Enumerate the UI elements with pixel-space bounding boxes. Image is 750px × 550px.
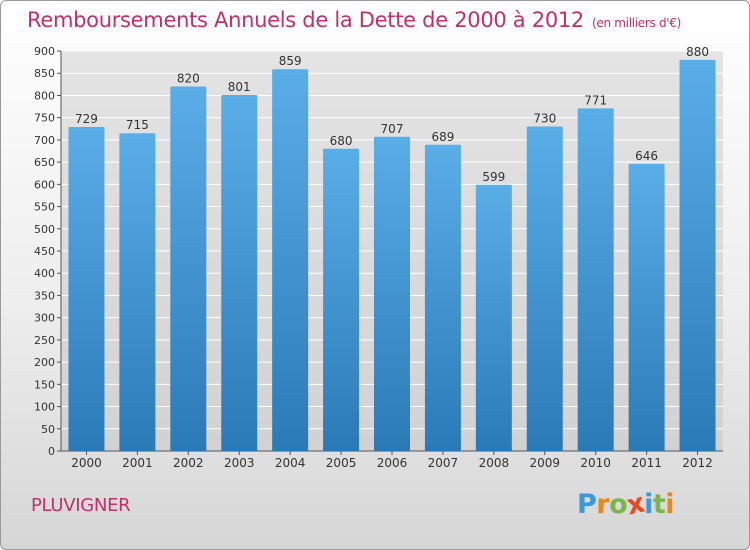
bar: [68, 127, 105, 451]
x-tick-label: 2005: [326, 456, 357, 470]
data-label: 689: [431, 130, 454, 144]
logo-letter: t: [652, 489, 666, 520]
logo-letter: i: [665, 489, 675, 520]
y-tick-label: 750: [34, 112, 55, 125]
y-tick-label: 250: [34, 334, 55, 347]
data-label: 730: [533, 112, 556, 126]
chart-unit-label: (en milliers d'€): [592, 16, 682, 30]
logo-letter: i: [644, 489, 653, 520]
x-tick-label: 2012: [682, 456, 713, 470]
data-label: 715: [126, 118, 149, 132]
city-name: PLUVIGNER: [31, 495, 131, 516]
x-tick-label: 2010: [580, 456, 611, 470]
data-label: 771: [584, 93, 607, 107]
y-tick-label: 800: [34, 89, 55, 102]
plot-area: 0 50 100 150 200 250 300 350 400 450 500 550 600 650 7…: [34, 45, 723, 470]
data-label: 880: [686, 45, 709, 59]
y-tick-label: 450: [34, 245, 55, 258]
y-tick-label: 200: [34, 356, 55, 369]
data-label: 707: [381, 122, 404, 136]
y-tick-label: 350: [34, 289, 55, 302]
bar: [323, 148, 360, 451]
x-tick-label: 2011: [631, 456, 662, 470]
y-tick-label: 900: [34, 45, 55, 58]
data-label: 646: [635, 149, 658, 163]
data-label: 801: [228, 80, 251, 94]
y-tick-label: 550: [34, 201, 55, 214]
data-label: 859: [279, 54, 302, 68]
x-tick-label: 2001: [122, 456, 153, 470]
y-tick-label: 150: [34, 378, 55, 391]
bar: [170, 86, 207, 452]
y-tick-label: 600: [34, 178, 55, 191]
bar: [119, 133, 156, 451]
logo-letter: P: [577, 489, 597, 520]
logo-letter: o: [609, 489, 628, 520]
data-label: 729: [75, 112, 98, 126]
logo-letter: r: [596, 489, 610, 520]
x-tick-label: 2006: [377, 456, 408, 470]
bar: [272, 69, 309, 451]
proxiti-logo: Proxiti: [577, 488, 675, 522]
x-tick-label: 2007: [428, 456, 459, 470]
y-tick-label: 500: [34, 223, 55, 236]
bar: [628, 163, 665, 451]
bar: [577, 108, 614, 451]
bar: [374, 136, 410, 451]
y-tick-label: 50: [41, 423, 55, 436]
y-tick-label: 300: [34, 312, 55, 325]
y-tick-label: 850: [34, 67, 55, 80]
x-tick-label: 2002: [173, 456, 204, 470]
y-tick-label: 700: [34, 134, 55, 147]
bar: [526, 126, 563, 452]
bar: [475, 184, 512, 451]
chart-title-text: Remboursements Annuels de la Dette de 20…: [27, 8, 584, 32]
y-tick-label: 400: [34, 267, 55, 280]
bar: [679, 59, 716, 452]
y-tick-label: 650: [34, 156, 55, 169]
data-label: 820: [177, 72, 200, 86]
y-tick-label: 0: [48, 445, 55, 458]
chart-title: Remboursements Annuels de la Dette de 20…: [27, 8, 681, 32]
bar: [221, 95, 258, 451]
y-tick-label: 100: [34, 401, 55, 414]
x-tick-label: 2003: [224, 456, 255, 470]
x-tick-label: 2008: [479, 456, 510, 470]
data-label: 680: [330, 134, 353, 148]
data-label: 599: [482, 170, 505, 184]
bar: [424, 144, 461, 451]
x-tick-label: 2000: [71, 456, 102, 470]
x-tick-label: 2004: [275, 456, 306, 470]
x-tick-label: 2009: [529, 456, 560, 470]
